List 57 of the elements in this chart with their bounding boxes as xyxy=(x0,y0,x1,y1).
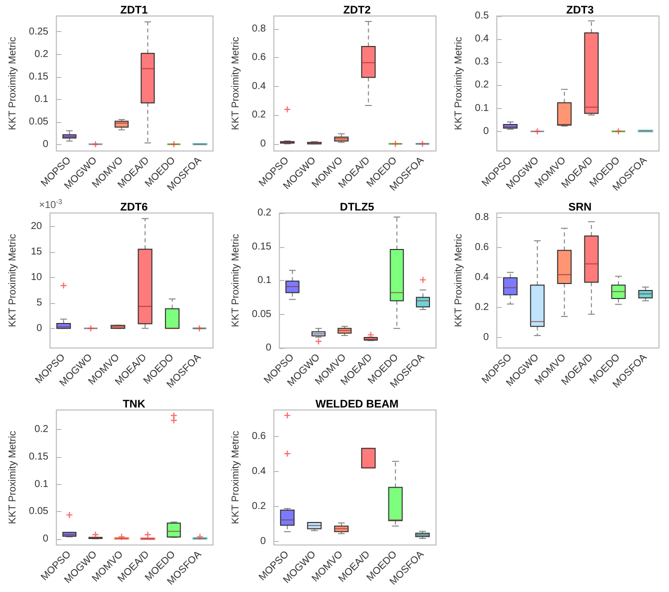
chart-title: ZDT3 xyxy=(566,4,594,16)
y-tick-label: 0.2 xyxy=(257,208,272,218)
y-tick-label: 0.2 xyxy=(34,48,49,60)
y-tick-label: 0.2 xyxy=(252,110,266,121)
y-tick-label: 0.6 xyxy=(252,52,266,64)
y-tick-label: 0.6 xyxy=(252,430,266,442)
y-tick-label: 0 xyxy=(266,342,272,354)
chart-title: TNK xyxy=(122,398,146,410)
y-tick-label: 0.4 xyxy=(252,80,266,92)
chart-title: WELDED BEAM xyxy=(315,398,399,410)
y-tick-label: 0.15 xyxy=(28,452,49,463)
y-tick-label: 5 xyxy=(36,297,42,308)
chart-title: DTLZ5 xyxy=(340,202,374,214)
y-tick-label: 0.6 xyxy=(474,242,490,253)
y-tick-label: 0.8 xyxy=(252,23,266,34)
y-tick-label: 15 xyxy=(30,246,42,258)
y-tick-label: 0.1 xyxy=(474,102,490,114)
y-axis-title: KKT Proximity Metric xyxy=(230,234,242,328)
y-tick-label: 0 xyxy=(42,138,49,150)
y-axis-title: KKT Proximity Metric xyxy=(454,36,464,130)
y-tick-label: 0.1 xyxy=(34,94,49,105)
y-tick-label: 0.2 xyxy=(252,500,266,512)
y-tick-label: 0 xyxy=(260,138,266,150)
y-axis-title: KKT Proximity Metric xyxy=(230,430,242,524)
y-tick-label: 0.4 xyxy=(474,34,490,45)
y-tick-label: 0.15 xyxy=(252,241,272,252)
y-tick-label: 20 xyxy=(30,220,42,232)
y-tick-label: 0.05 xyxy=(28,116,49,128)
y-tick-label: 0 xyxy=(260,536,266,547)
y-tick-label: 0.15 xyxy=(28,71,49,82)
y-tick-label: 0 xyxy=(483,126,490,137)
chart-title: ZDT6 xyxy=(120,202,148,214)
chart-title: SRN xyxy=(568,202,592,214)
chart-title: ZDT1 xyxy=(120,4,148,16)
y-axis-title: KKT Proximity Metric xyxy=(8,234,18,328)
y-tick-label: 0.1 xyxy=(34,478,49,490)
y-tick-label: 0.2 xyxy=(34,424,49,436)
y-tick-label: 0.3 xyxy=(474,56,490,68)
y-tick-label: 0.4 xyxy=(474,272,490,283)
y-tick-label: 0 xyxy=(36,322,42,334)
y-tick-label: 0 xyxy=(483,332,490,343)
y-tick-label: 0.25 xyxy=(28,26,49,38)
y-axis-title: KKT Proximity Metric xyxy=(8,36,18,130)
chart-title: ZDT2 xyxy=(343,4,371,16)
y-tick-label: 0.2 xyxy=(474,80,490,91)
y-tick-label: 0.1 xyxy=(257,275,272,286)
y-tick-label: 0.8 xyxy=(474,212,490,223)
y-tick-label: 0.4 xyxy=(252,466,266,477)
y-tick-label: 0.05 xyxy=(28,506,49,518)
y-tick-label: 0.2 xyxy=(474,302,490,313)
y-tick-label: 10 xyxy=(30,272,42,283)
y-tick-label: 0.05 xyxy=(252,308,272,320)
y-tick-label: 0 xyxy=(42,533,49,544)
y-axis-title: KKT Proximity Metric xyxy=(230,36,242,130)
y-tick-label: 0.5 xyxy=(474,10,490,22)
y-axis-title: KKT Proximity Metric xyxy=(8,430,18,524)
y-axis-title: KKT Proximity Metric xyxy=(454,234,464,328)
